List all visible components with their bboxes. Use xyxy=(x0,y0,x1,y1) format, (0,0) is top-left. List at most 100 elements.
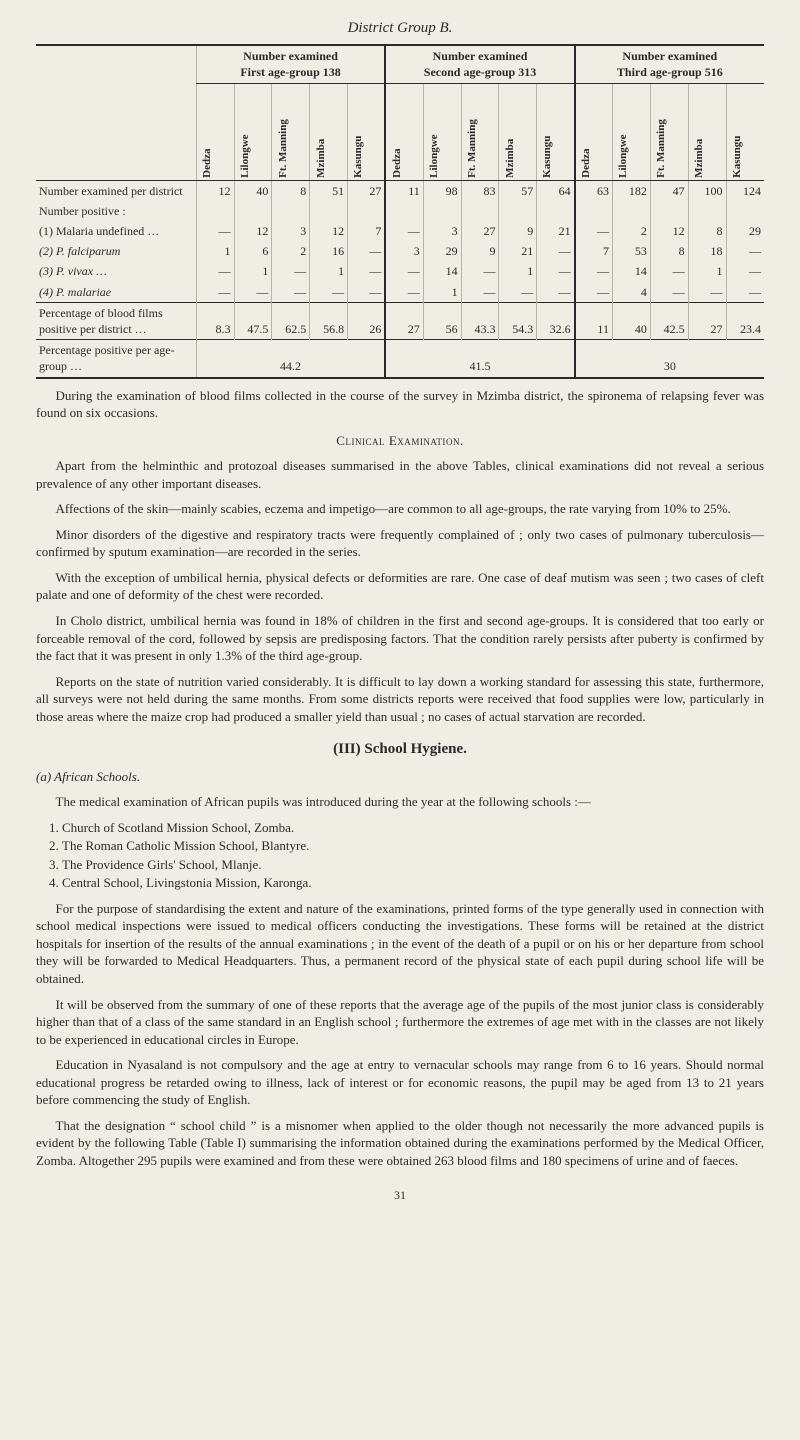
cell: 27 xyxy=(461,221,499,241)
cell: 2 xyxy=(272,241,310,261)
school-item: Church of Scotland Mission School, Zomba… xyxy=(62,819,764,837)
summary-g1: 44.2 xyxy=(196,340,385,378)
para-3: Affections of the skin—mainly scabies, e… xyxy=(36,500,764,518)
cell: 16 xyxy=(310,241,348,261)
cell: 26 xyxy=(348,302,386,339)
cell: 8 xyxy=(650,241,688,261)
cell: — xyxy=(650,261,688,281)
cell: 63 xyxy=(575,180,613,201)
cell: — xyxy=(385,261,423,281)
cell: 98 xyxy=(423,180,461,201)
col-header-row: Dedza Lilongwe Ft. Manning Mzimba Kasung… xyxy=(36,83,764,180)
summary-row: Percentage positive per age-group … 44.2… xyxy=(36,340,764,378)
cell: — xyxy=(499,282,537,303)
cell: — xyxy=(537,261,575,281)
cell: 27 xyxy=(385,302,423,339)
col-lilongwe: Lilongwe xyxy=(617,134,632,177)
cell: 47.5 xyxy=(234,302,272,339)
cell: — xyxy=(688,282,726,303)
cell xyxy=(650,201,688,221)
heading-section-3: (III) School Hygiene. xyxy=(36,739,764,759)
cell: — xyxy=(537,241,575,261)
cell: — xyxy=(461,261,499,281)
cell: 1 xyxy=(234,261,272,281)
cell: 21 xyxy=(499,241,537,261)
cell: — xyxy=(537,282,575,303)
cell: 56 xyxy=(423,302,461,339)
cell xyxy=(196,201,234,221)
table-row: Percentage of blood films positive per d… xyxy=(36,302,764,339)
table-row: (4) P. malariae——————1————4——— xyxy=(36,282,764,303)
summary-g3: 30 xyxy=(575,340,764,378)
cell xyxy=(726,201,764,221)
col-ftmanning: Ft. Manning xyxy=(654,119,669,178)
cell: — xyxy=(196,221,234,241)
col-mzimba: Mzimba xyxy=(503,139,518,178)
cell: 83 xyxy=(461,180,499,201)
cell xyxy=(348,201,386,221)
cell: — xyxy=(272,261,310,281)
cell: 54.3 xyxy=(499,302,537,339)
cell: 1 xyxy=(688,261,726,281)
cell xyxy=(310,201,348,221)
group-3-head: Number examinedThird age-group 516 xyxy=(575,46,764,83)
para-12: That the designation “ school child ” is… xyxy=(36,1117,764,1170)
col-dedza: Dedza xyxy=(579,148,594,177)
cell: 2 xyxy=(612,221,650,241)
cell: — xyxy=(726,241,764,261)
group-2-head: Number examinedSecond age-group 313 xyxy=(385,46,574,83)
school-item: The Roman Catholic Mission School, Blant… xyxy=(62,837,764,855)
col-kasungu: Kasungu xyxy=(541,135,556,177)
cell: 3 xyxy=(423,221,461,241)
col-ftmanning: Ft. Manning xyxy=(465,119,480,178)
para-1: During the examination of blood films co… xyxy=(36,387,764,422)
cell: — xyxy=(348,282,386,303)
col-mzimba: Mzimba xyxy=(314,139,329,178)
cell: 3 xyxy=(272,221,310,241)
cell: 57 xyxy=(499,180,537,201)
cell: — xyxy=(234,282,272,303)
schools-list: Church of Scotland Mission School, Zomba… xyxy=(62,819,764,892)
cell xyxy=(688,201,726,221)
cell: 53 xyxy=(612,241,650,261)
row-label: Number positive : xyxy=(36,201,196,221)
cell: 9 xyxy=(461,241,499,261)
summary-g2: 41.5 xyxy=(385,340,574,378)
row-label: (1) Malaria undefined … xyxy=(36,221,196,241)
row-label: (2) P. falciparum xyxy=(36,241,196,261)
cell: — xyxy=(726,261,764,281)
page-number: 31 xyxy=(36,1187,764,1203)
cell: 11 xyxy=(385,180,423,201)
cell: 100 xyxy=(688,180,726,201)
sub-a: (a) African Schools. xyxy=(36,768,764,786)
para-7: Reports on the state of nutrition varied… xyxy=(36,673,764,726)
para-6: In Cholo district, umbilical hernia was … xyxy=(36,612,764,665)
cell: 1 xyxy=(196,241,234,261)
cell: 27 xyxy=(688,302,726,339)
cell: 8 xyxy=(688,221,726,241)
col-dedza: Dedza xyxy=(200,148,215,177)
cell: 47 xyxy=(650,180,688,201)
cell xyxy=(272,201,310,221)
para-11: Education in Nyasaland is not compulsory… xyxy=(36,1056,764,1109)
cell: — xyxy=(348,241,386,261)
cell: 3 xyxy=(385,241,423,261)
col-kasungu: Kasungu xyxy=(730,135,745,177)
school-item: The Providence Girls' School, Mlanje. xyxy=(62,856,764,874)
cell: 21 xyxy=(537,221,575,241)
cell: — xyxy=(196,282,234,303)
para-9: For the purpose of standardising the ext… xyxy=(36,900,764,988)
cell xyxy=(385,201,423,221)
table-row: Number examined per district124085127119… xyxy=(36,180,764,201)
cell xyxy=(575,201,613,221)
cell: 29 xyxy=(726,221,764,241)
cell: — xyxy=(196,261,234,281)
row-label: Number examined per district xyxy=(36,180,196,201)
cell xyxy=(537,201,575,221)
cell: 4 xyxy=(612,282,650,303)
cell: — xyxy=(461,282,499,303)
group-header-row: Number examinedFirst age-group 138 Numbe… xyxy=(36,46,764,83)
cell xyxy=(461,201,499,221)
body-text: During the examination of blood films co… xyxy=(36,387,764,1170)
cell: — xyxy=(726,282,764,303)
